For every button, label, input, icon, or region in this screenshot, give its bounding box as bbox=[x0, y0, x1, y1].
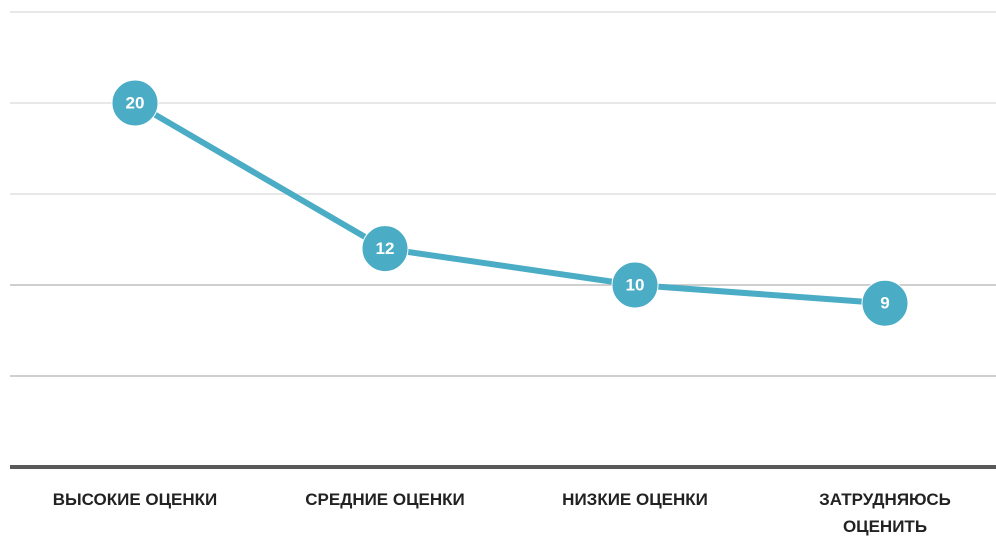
data-label: 12 bbox=[376, 239, 395, 258]
marker bbox=[111, 79, 159, 127]
line bbox=[133, 100, 886, 307]
x-tick-label: НИЗКИЕ ОЦЕНКИ bbox=[562, 490, 708, 509]
data-label: 9 bbox=[880, 294, 889, 313]
x-tick-label: ЗАТРУДНЯЮСЬ ОЦЕНИТЬ bbox=[819, 490, 951, 536]
marker bbox=[361, 225, 409, 273]
marker bbox=[611, 261, 659, 309]
x-tick-label: СРЕДНИЕ ОЦЕНКИ bbox=[305, 490, 465, 509]
marker bbox=[861, 279, 909, 327]
data-label: 10 bbox=[626, 276, 645, 295]
data-label: 20 bbox=[126, 94, 145, 113]
x-tick-label: ВЫСОКИЕ ОЦЕНКИ bbox=[52, 490, 218, 509]
